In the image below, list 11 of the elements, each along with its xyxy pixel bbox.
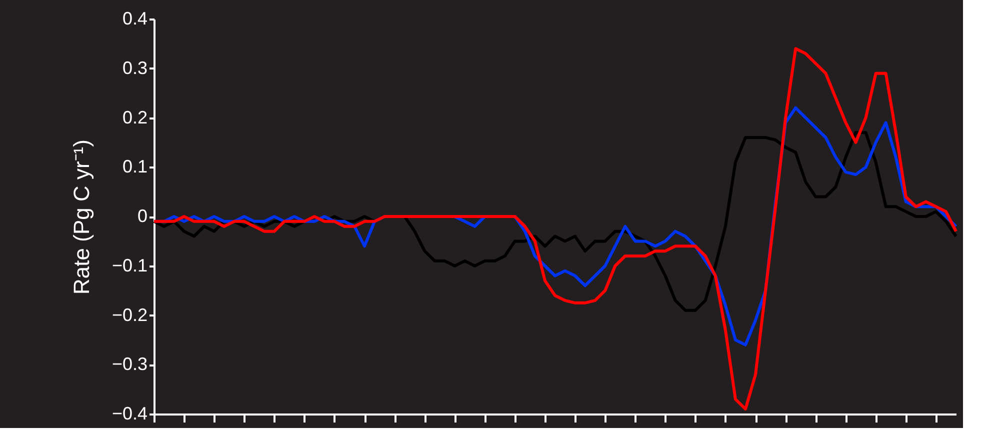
y-tick-label: −0.1 xyxy=(112,255,148,276)
y-tick-label: −0.4 xyxy=(112,404,148,424)
line-series xyxy=(152,47,958,411)
y-tick-label: 0.2 xyxy=(122,107,148,128)
y-tick-label: 0.4 xyxy=(122,8,148,28)
y-tick-label: −0.3 xyxy=(112,354,148,374)
y-tick-label: 0 xyxy=(137,206,148,226)
y-tick-label: 0.3 xyxy=(122,58,148,78)
y-tick-label: 0.1 xyxy=(122,156,148,177)
y-axis-title: Rate (Pg C yr⁻¹) xyxy=(68,140,94,294)
y-tick-label: −0.2 xyxy=(112,304,148,325)
